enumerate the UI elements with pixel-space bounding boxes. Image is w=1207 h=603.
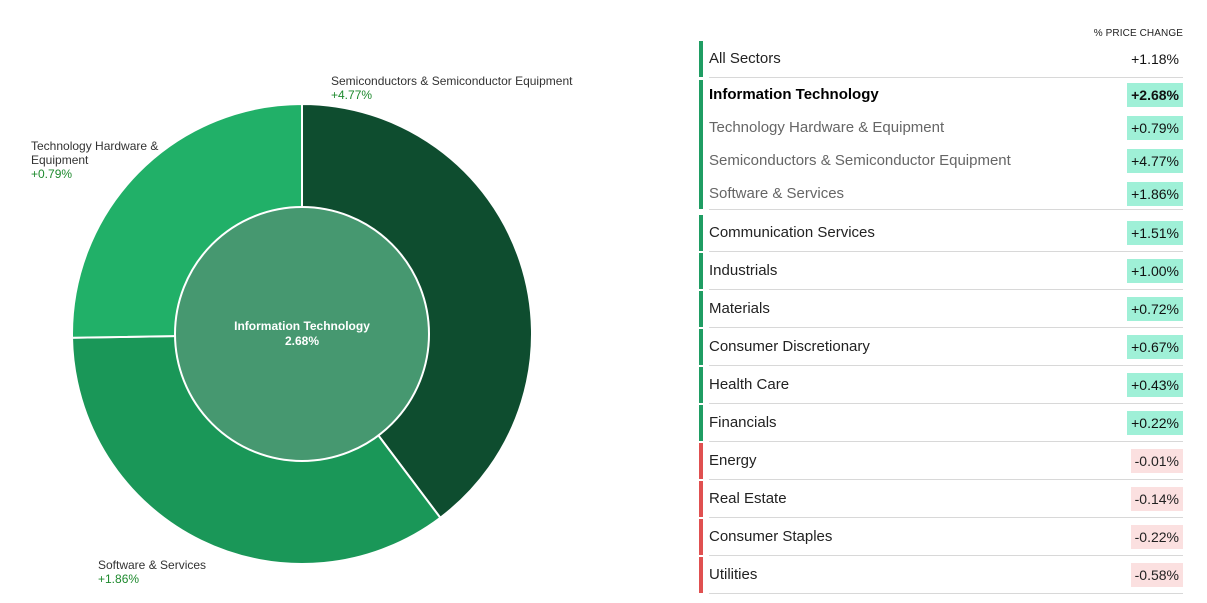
row-divider: [709, 593, 1183, 594]
label-semiconductors-value: +4.77%: [331, 88, 373, 102]
row-sector-name: Technology Hardware & Equipment: [709, 119, 945, 136]
donut-center-circle[interactable]: [174, 206, 430, 462]
row-sector-name: Consumer Staples: [709, 528, 833, 545]
row-sector-name: All Sectors: [709, 50, 781, 67]
row-divider: [709, 289, 1183, 290]
table-row[interactable]: Industrials +1.00%: [699, 252, 1183, 290]
row-indicator-bar: [699, 329, 703, 365]
table-row[interactable]: Energy -0.01%: [699, 442, 1183, 480]
row-divider: [709, 365, 1183, 366]
label-semiconductors-name: Semiconductors & Semiconductor Equipment: [331, 74, 573, 88]
row-price-change: +1.86%: [1127, 182, 1183, 206]
table-row[interactable]: Software & Services +1.86%: [699, 177, 1183, 210]
row-divider: [709, 479, 1183, 480]
row-price-change: +1.00%: [1127, 259, 1183, 283]
row-price-change: -0.58%: [1130, 563, 1183, 587]
row-price-change: +2.68%: [1127, 83, 1183, 107]
sector-donut-chart: [71, 102, 533, 565]
table-row[interactable]: Financials +0.22%: [699, 404, 1183, 442]
row-price-change: -0.14%: [1130, 487, 1183, 511]
table-row[interactable]: Consumer Discretionary +0.67%: [699, 328, 1183, 366]
row-sector-name: Consumer Discretionary: [709, 338, 870, 355]
row-price-change: +4.77%: [1127, 149, 1183, 173]
row-divider: [709, 441, 1183, 442]
row-divider: [709, 517, 1183, 518]
row-sector-name: Information Technology: [709, 86, 879, 103]
row-price-change: +0.79%: [1127, 116, 1183, 140]
row-price-change: +0.22%: [1127, 411, 1183, 435]
row-indicator-bar: [699, 405, 703, 441]
row-indicator-bar: [699, 177, 703, 209]
row-indicator-bar: [699, 481, 703, 517]
label-hardware-name: Technology Hardware & Equipment: [31, 139, 159, 167]
table-row[interactable]: Health Care +0.43%: [699, 366, 1183, 404]
row-sector-name: Utilities: [709, 566, 758, 583]
donut-center-label: Information Technology 2.68%: [175, 319, 429, 349]
row-indicator-bar: [699, 144, 703, 177]
donut-center-title: Information Technology: [234, 319, 370, 333]
table-row[interactable]: Utilities -0.58%: [699, 556, 1183, 594]
label-software: Software & Services +1.86%: [98, 558, 206, 586]
row-sector-name: Software & Services: [709, 185, 845, 202]
row-divider: [709, 209, 1183, 210]
donut-center-value: 2.68%: [284, 334, 320, 348]
row-indicator-bar: [699, 253, 703, 289]
row-price-change: +0.43%: [1127, 373, 1183, 397]
row-sector-name: Materials: [709, 300, 770, 317]
row-sector-name: Industrials: [709, 262, 778, 279]
row-indicator-bar: [699, 41, 703, 77]
row-indicator-bar: [699, 519, 703, 555]
row-indicator-bar: [699, 111, 703, 144]
row-price-change: +1.51%: [1127, 221, 1183, 245]
label-semiconductors: Semiconductors & Semiconductor Equipment…: [331, 74, 572, 102]
label-software-value: +1.86%: [98, 572, 140, 586]
row-indicator-bar: [699, 557, 703, 593]
row-sector-name: Communication Services: [709, 224, 875, 241]
row-divider: [709, 77, 1183, 78]
row-divider: [709, 327, 1183, 328]
label-hardware-value: +0.79%: [31, 167, 73, 181]
row-sector-name: Semiconductors & Semiconductor Equipment: [709, 152, 1011, 169]
row-indicator-bar: [699, 367, 703, 403]
row-divider: [709, 403, 1183, 404]
row-sector-name: Real Estate: [709, 490, 787, 507]
row-divider: [709, 555, 1183, 556]
table-row[interactable]: Information Technology +2.68%: [699, 78, 1183, 111]
table-row[interactable]: Materials +0.72%: [699, 290, 1183, 328]
table-row[interactable]: Real Estate -0.14%: [699, 480, 1183, 518]
row-price-change: +0.67%: [1127, 335, 1183, 359]
row-sector-name: Health Care: [709, 376, 790, 393]
row-price-change: +1.18%: [1131, 51, 1179, 67]
row-divider: [709, 251, 1183, 252]
row-price-change: -0.22%: [1130, 525, 1183, 549]
table-row[interactable]: Communication Services +1.51%: [699, 214, 1183, 252]
table-row[interactable]: All Sectors +1.18%: [699, 40, 1183, 78]
row-indicator-bar: [699, 80, 703, 111]
table-row[interactable]: Semiconductors & Semiconductor Equipment…: [699, 144, 1183, 177]
row-price-change: -0.01%: [1130, 449, 1183, 473]
row-sector-name: Energy: [709, 452, 757, 469]
column-header-price-change: % PRICE CHANGE: [1093, 28, 1183, 39]
row-price-change: +0.72%: [1127, 297, 1183, 321]
label-software-name: Software & Services: [98, 558, 207, 572]
row-indicator-bar: [699, 291, 703, 327]
row-indicator-bar: [699, 443, 703, 479]
table-row[interactable]: Consumer Staples -0.22%: [699, 518, 1183, 556]
row-indicator-bar: [699, 215, 703, 251]
table-row[interactable]: Technology Hardware & Equipment +0.79%: [699, 111, 1183, 144]
label-hardware: Technology Hardware & Equipment +0.79%: [31, 139, 171, 181]
row-sector-name: Financials: [709, 414, 777, 431]
